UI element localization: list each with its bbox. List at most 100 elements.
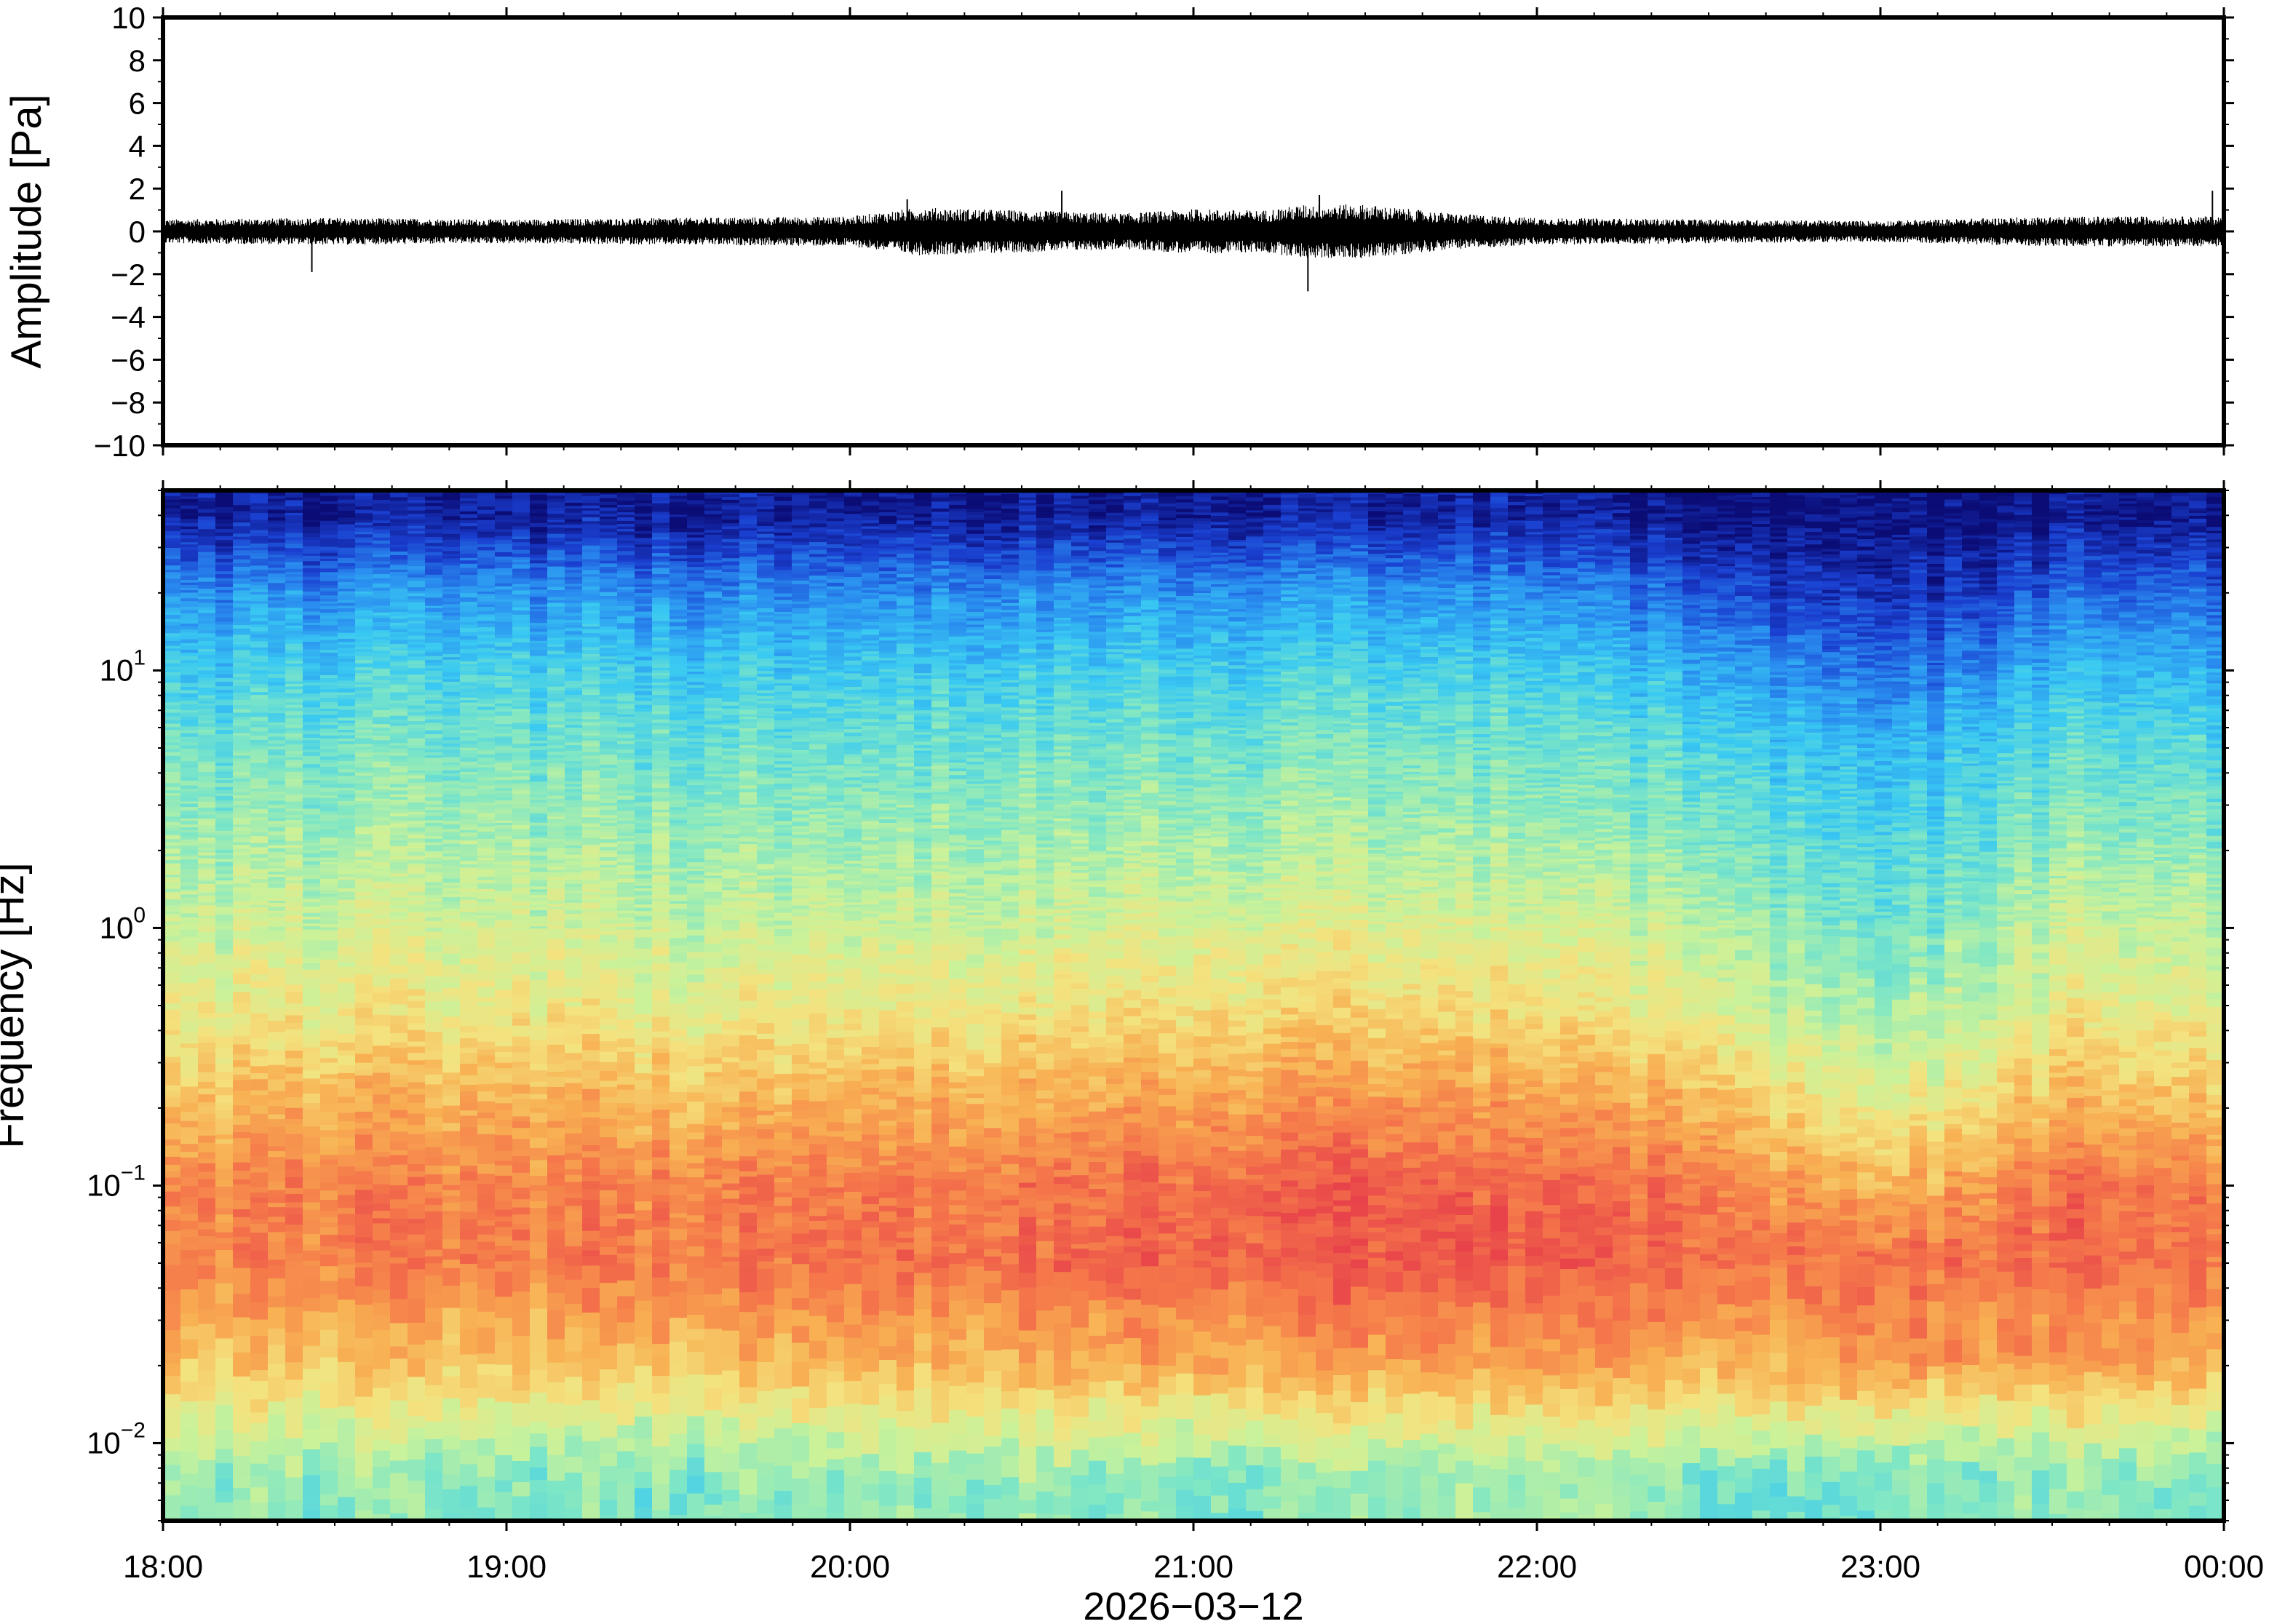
spectrogram-cell [233,842,251,845]
spectrogram-cell [320,647,338,650]
spectrogram-cell [390,869,408,874]
spectrogram-cell [250,879,269,883]
spectrogram-cell [215,874,234,878]
spectrogram-cell [460,686,478,689]
spectrogram-cell [495,579,513,584]
spectrogram-cell [163,575,181,579]
spectrogram-cell [460,636,478,640]
spectrogram-cell [565,939,583,949]
spectrogram-cell [233,1060,251,1067]
spectrogram-cell [495,920,513,924]
spectrogram-cell [285,666,303,671]
spectrogram-cell [268,752,286,756]
spectrogram-cell [250,771,269,775]
spectrogram-cell [215,963,234,971]
spectrogram-cell [390,595,408,600]
spectrogram-cell [390,916,408,920]
spectrogram-cell [512,1230,531,1241]
waveform-y-tick-label: 0 [129,215,146,249]
spectrogram-cell [530,966,548,972]
spectrogram-cell [408,852,426,856]
spectrogram-cell [320,1182,338,1191]
spectrogram-cell [460,1127,478,1136]
spectrogram-cell [373,1056,391,1066]
spectrogram-cell [460,741,478,744]
spectrogram-cell [320,541,338,545]
spectrogram-cell [338,779,356,784]
spectrogram-cell [233,1163,251,1171]
spectrogram-cell [582,1041,600,1051]
spectrogram-cell [355,786,373,790]
spectrogram-cell [477,1118,496,1126]
spectrogram-cell [512,631,531,635]
spectrogram-cell [390,891,408,894]
spectrogram-cell [547,721,565,725]
spectrogram-cell [547,1230,565,1238]
spectrogram-cell [163,656,181,661]
spectrogram-cell [215,693,234,696]
spectrogram-cell [268,580,286,584]
spectrogram-cell [355,1096,373,1101]
spectrogram-cell [163,892,181,896]
spectrogram-cell [355,811,373,815]
spectrogram-cell [180,576,199,580]
spectrogram-cell [477,1409,496,1424]
spectrogram-cell [163,787,181,791]
spectrogram-cell [565,1053,583,1060]
spectrogram-cell [582,829,600,834]
spectrogram-cell [233,795,251,799]
spectrogram-cell [250,740,269,744]
spectrogram-cell [338,1225,356,1235]
spectrogram-cell [425,789,443,795]
spectrogram-cell [180,1414,199,1430]
spectrogram-cell [338,983,356,994]
spectrogram-cell [320,1357,338,1383]
spectrogram-cell [338,709,356,714]
spectrogram-cell [530,663,548,666]
spectrogram-cell [215,891,234,896]
spectrogram-cell [477,656,496,659]
spectrogram-cell [460,964,478,974]
spectrogram-cell [495,829,513,833]
spectrogram-cell [180,819,199,821]
spectrogram-cell [495,736,513,740]
spectrogram-cell [250,506,269,509]
spectrogram-cell [408,1258,426,1270]
spectrogram-cell [285,615,303,619]
spectrogram-cell [355,634,373,637]
spectrogram-cell [477,915,496,918]
spectrogram-cell [355,644,373,647]
spectrogram-cell [163,1353,181,1364]
spectrogram-cell [303,498,321,502]
spectrogram-cell [198,610,216,613]
spectrogram-cell [477,1015,496,1026]
spectrogram-cell [512,504,531,509]
spectrogram-cell [582,493,600,496]
spectrogram-cell [198,765,216,769]
spectrogram-cell [163,619,181,623]
spectrogram-cell [565,907,583,910]
spectrogram-cell [268,1065,286,1075]
spectrogram-cell [582,744,600,747]
spectrogram-cell [215,853,234,856]
spectrogram-cell [198,1236,216,1244]
spectrogram-cell [442,965,461,971]
spectrogram-cell [495,685,513,688]
spectrogram-cell [373,899,391,902]
spectrogram-cell [285,708,303,712]
spectrogram-cell [215,587,234,591]
spectrogram-cell [547,664,565,669]
spectrogram-cell [285,583,303,588]
spectrogram-cell [215,630,234,634]
spectrogram-cell [530,872,548,877]
spectrogram-cell [303,495,321,498]
spectrogram-cell [408,1134,426,1145]
spectrogram-cell [477,1084,496,1091]
spectrogram-cell [250,533,269,536]
spectrogram-cell [390,572,408,576]
spectrogram-cell [268,898,286,901]
spectrogram-cell [582,610,600,614]
spectrogram-cell [425,885,443,888]
spectrogram-cell [565,1198,583,1206]
spectrogram-cell [442,712,461,716]
